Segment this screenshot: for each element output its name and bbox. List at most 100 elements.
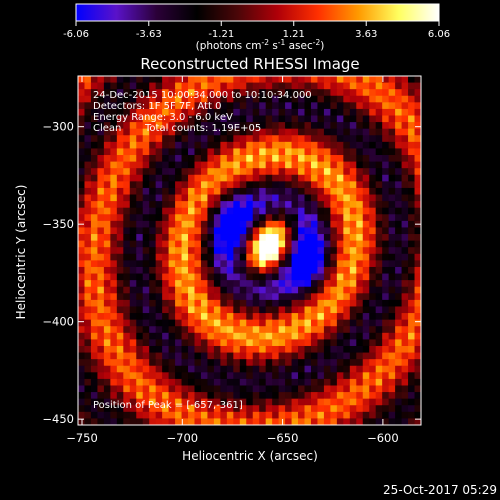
heatmap-pixel — [369, 115, 377, 123]
heatmap-pixel — [375, 411, 383, 419]
heatmap-pixel — [142, 293, 150, 301]
heatmap-pixel — [103, 201, 111, 209]
heatmap-pixel — [181, 385, 189, 393]
heatmap-pixel — [220, 280, 228, 288]
heatmap-pixel — [246, 418, 254, 426]
heatmap-pixel — [149, 168, 157, 176]
heatmap-pixel — [349, 187, 357, 195]
heatmap-pixel — [162, 266, 169, 274]
heatmap-pixel — [90, 181, 98, 189]
heatmap-pixel — [362, 378, 370, 386]
heatmap-pixel — [298, 345, 305, 353]
heatmap-pixel — [369, 352, 377, 360]
heatmap-pixel — [194, 234, 202, 242]
heatmap-pixel — [369, 326, 377, 334]
heatmap-pixel — [78, 253, 85, 261]
heatmap-pixel — [356, 293, 364, 301]
heatmap-pixel — [129, 141, 137, 149]
heatmap-pixel — [330, 82, 338, 90]
heatmap-pixel — [213, 299, 221, 307]
heatmap-pixel — [388, 359, 396, 367]
heatmap-pixel — [84, 345, 92, 353]
heatmap-pixel — [142, 306, 150, 314]
heatmap-pixel — [388, 326, 396, 334]
heatmap-pixel — [149, 247, 157, 255]
heatmap-pixel — [200, 313, 208, 321]
heatmap-pixel — [226, 181, 234, 189]
heatmap-pixel — [188, 135, 195, 143]
heatmap-pixel — [414, 141, 422, 149]
heatmap-pixel — [246, 148, 254, 156]
heatmap-pixel — [349, 161, 357, 169]
heatmap-pixel — [388, 76, 396, 83]
heatmap-pixel — [265, 161, 273, 169]
heatmap-pixel — [207, 299, 215, 307]
heatmap-pixel — [226, 365, 234, 373]
heatmap-pixel — [246, 306, 254, 314]
heatmap-pixel — [317, 306, 325, 314]
heatmap-pixel — [317, 326, 325, 334]
heatmap-pixel — [252, 266, 260, 274]
heatmap-pixel — [317, 253, 325, 261]
heatmap-pixel — [226, 260, 234, 268]
heatmap-pixel — [188, 313, 195, 321]
heatmap-pixel — [343, 280, 351, 288]
heatmap-pixel — [246, 214, 254, 222]
heatmap-pixel — [369, 148, 377, 156]
heatmap-pixel — [272, 326, 280, 334]
heatmap-pixel — [136, 280, 144, 288]
heatmap-pixel — [401, 398, 409, 406]
heatmap-pixel — [362, 365, 370, 373]
heatmap-pixel — [356, 95, 364, 103]
heatmap-pixel — [272, 115, 280, 123]
heatmap-pixel — [90, 286, 98, 294]
heatmap-pixel — [408, 207, 415, 215]
heatmap-pixel — [285, 332, 292, 340]
heatmap-pixel — [84, 102, 92, 110]
heatmap-pixel — [369, 339, 377, 347]
heatmap-pixel — [349, 299, 357, 307]
heatmap-pixel — [310, 201, 318, 209]
heatmap-pixel — [116, 187, 124, 195]
heatmap-pixel — [408, 240, 415, 248]
heatmap-pixel — [207, 234, 215, 242]
heatmap-pixel — [323, 201, 331, 209]
heatmap-pixel — [291, 247, 299, 255]
heatmap-pixel — [252, 227, 260, 235]
heatmap-pixel — [84, 201, 92, 209]
heatmap-pixel — [375, 313, 383, 321]
heatmap-pixel — [369, 286, 377, 294]
heatmap-pixel — [310, 280, 318, 288]
heatmap-pixel — [168, 326, 176, 334]
heatmap-pixel — [395, 201, 402, 209]
heatmap-pixel — [220, 405, 228, 413]
heatmap-pixel — [129, 194, 137, 202]
heatmap-pixel — [194, 266, 202, 274]
heatmap-pixel — [233, 89, 241, 97]
heatmap-pixel — [84, 240, 92, 248]
heatmap-pixel — [97, 286, 105, 294]
heatmap-pixel — [369, 168, 377, 176]
heatmap-pixel — [272, 148, 280, 156]
heatmap-pixel — [155, 82, 163, 90]
heatmap-pixel — [213, 378, 221, 386]
heatmap-pixel — [369, 89, 377, 97]
heatmap-pixel — [336, 266, 344, 274]
heatmap-pixel — [142, 411, 150, 419]
heatmap-pixel — [343, 398, 351, 406]
heatmap-pixel — [239, 201, 247, 209]
heatmap-pixel — [84, 339, 92, 347]
heatmap-pixel — [343, 352, 351, 360]
heatmap-pixel — [149, 89, 157, 97]
heatmap-pixel — [162, 76, 169, 83]
heatmap-pixel — [272, 313, 280, 321]
heatmap-pixel — [304, 214, 312, 222]
heatmap-pixel — [388, 155, 396, 162]
heatmap-pixel — [162, 359, 169, 367]
heatmap-pixel — [116, 352, 124, 360]
heatmap-pixel — [356, 194, 364, 202]
heatmap-pixel — [200, 260, 208, 268]
heatmap-pixel — [343, 332, 351, 340]
heatmap-pixel — [149, 378, 157, 386]
heatmap-pixel — [155, 227, 163, 235]
